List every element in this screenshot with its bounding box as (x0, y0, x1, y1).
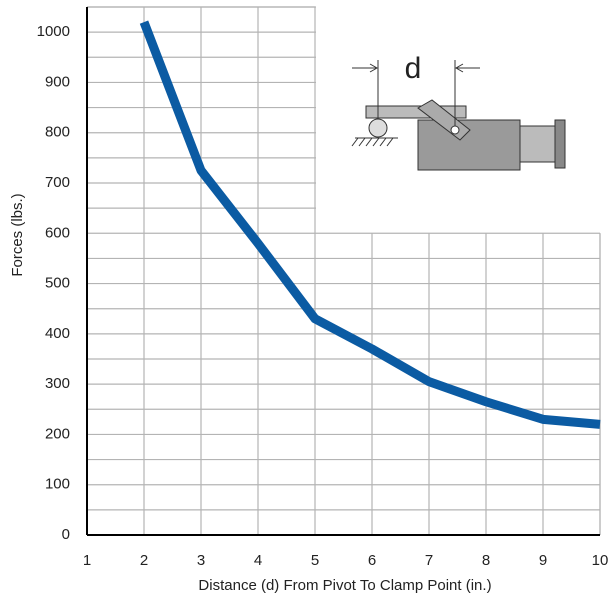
y-tick-label: 200 (45, 425, 70, 442)
y-tick-label: 300 (45, 375, 70, 392)
x-tick-label: 2 (140, 552, 148, 569)
inset-diagram: d (316, 5, 611, 233)
y-tick-label: 1000 (37, 23, 70, 40)
inset-background (316, 5, 611, 233)
inset-label: d (405, 52, 422, 85)
y-tick-label: 400 (45, 325, 70, 342)
x-tick-label: 10 (592, 552, 609, 569)
x-tick-label: 5 (311, 552, 319, 569)
arrow-left (352, 63, 379, 73)
y-tick-label: 0 (62, 526, 70, 543)
hatch (365, 137, 373, 147)
y-tick-label: 500 (45, 275, 70, 292)
y-tick-label: 100 (45, 476, 70, 493)
arrow-right (454, 63, 480, 73)
x-tick-label: 6 (368, 552, 376, 569)
hatch (358, 137, 366, 147)
x-tick-label: 3 (197, 552, 205, 569)
clamp-end (554, 119, 566, 169)
clamp-cylinder (519, 125, 561, 163)
y-tick-label: 800 (45, 124, 70, 141)
y-tick-label: 600 (45, 224, 70, 241)
workpiece (368, 118, 388, 138)
x-tick-label: 7 (425, 552, 433, 569)
x-tick-label: 9 (539, 552, 547, 569)
hatch (351, 137, 359, 147)
x-tick-label: 8 (482, 552, 490, 569)
hatch (372, 137, 380, 147)
pivot (450, 125, 460, 135)
y-tick-label: 700 (45, 174, 70, 191)
hatch (386, 137, 394, 147)
x-axis-title: Distance (d) From Pivot To Clamp Point (… (198, 577, 491, 594)
y-axis-title: Forces (lbs.) (9, 193, 26, 276)
x-tick-label: 1 (83, 552, 91, 569)
x-tick-label: 4 (254, 552, 262, 569)
y-tick-label: 900 (45, 73, 70, 90)
clamp-body (417, 119, 521, 171)
data-line (139, 20, 601, 429)
hatch (379, 137, 387, 147)
